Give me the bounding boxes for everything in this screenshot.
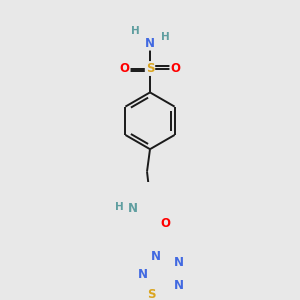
- Text: N: N: [128, 202, 138, 215]
- Text: H: H: [115, 202, 124, 212]
- Text: H: H: [160, 32, 169, 42]
- Text: S: S: [147, 288, 156, 300]
- Text: N: N: [151, 250, 161, 263]
- Text: H: H: [131, 26, 140, 36]
- Text: O: O: [160, 218, 170, 230]
- Text: N: N: [138, 268, 148, 281]
- Text: O: O: [170, 62, 180, 75]
- Text: O: O: [120, 62, 130, 75]
- Text: S: S: [146, 62, 154, 75]
- Text: N: N: [174, 256, 184, 269]
- Text: N: N: [145, 37, 155, 50]
- Text: N: N: [174, 279, 184, 292]
